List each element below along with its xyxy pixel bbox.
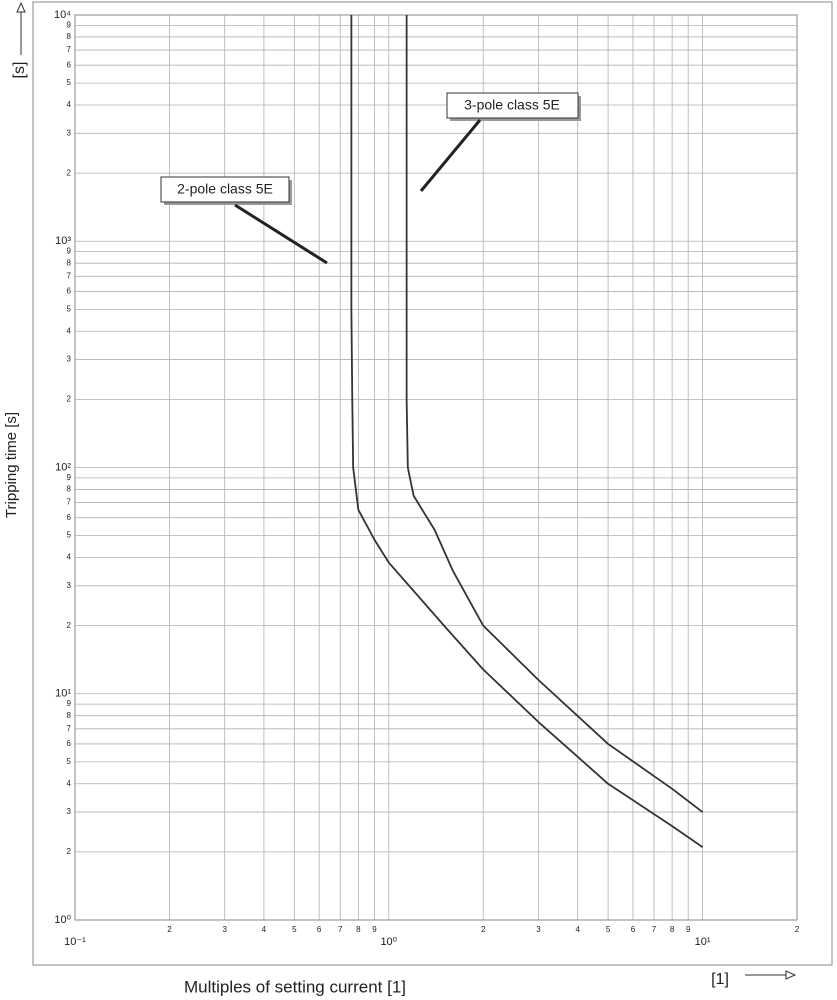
x-tick-label: 7 <box>652 925 657 934</box>
y-tick-label: 7 <box>67 271 72 280</box>
y-tick-label: 7 <box>67 45 72 54</box>
y-arrow-head <box>16 1 26 13</box>
y-tick-label: 2 <box>67 847 72 856</box>
leader-line <box>419 119 482 192</box>
y-tick-label: 10¹ <box>55 688 71 700</box>
y-tick-label: 8 <box>67 32 72 41</box>
y-tick-label: 10³ <box>55 235 71 247</box>
y-tick-label: 2 <box>67 621 72 630</box>
x-tick-label: 4 <box>575 925 580 934</box>
x-arrow-head <box>785 970 797 980</box>
x-tick-label: 4 <box>262 925 267 934</box>
label-box <box>160 176 290 203</box>
x-tick-label: 10⁰ <box>380 936 397 948</box>
curve <box>405 15 704 813</box>
y-tick-label: 9 <box>67 247 72 256</box>
y-tick-label: 6 <box>67 739 72 748</box>
y-tick-label: 9 <box>67 473 72 482</box>
annotation: 3-pole class 5E <box>464 97 560 113</box>
x-tick-label: 10¹ <box>695 936 711 948</box>
curve <box>350 15 704 848</box>
x-tick-label: 8 <box>356 925 361 934</box>
x-unit: [1] <box>711 971 729 988</box>
y-axis-label: Tripping time [s] <box>3 412 20 518</box>
y-tick-label: 9 <box>67 699 72 708</box>
y-tick-label: 6 <box>67 60 72 69</box>
y-tick-label: 3 <box>67 128 72 137</box>
x-tick-label: 2 <box>167 925 172 934</box>
y-tick-label: 9 <box>67 20 72 29</box>
x-tick-label: 5 <box>292 925 297 934</box>
y-tick-label: 10⁰ <box>54 914 71 926</box>
y-tick-label: 7 <box>67 724 72 733</box>
y-tick-label: 5 <box>67 757 72 766</box>
x-tick-label: 5 <box>606 925 611 934</box>
x-tick-label: 9 <box>686 925 691 934</box>
y-tick-label: 4 <box>67 779 72 788</box>
x-tick-label: 2 <box>795 925 800 934</box>
x-tick-label: 2 <box>481 925 486 934</box>
y-tick-label: 2 <box>67 395 72 404</box>
x-axis-label: Multiples of setting current [1] <box>184 977 406 996</box>
y-tick-label: 6 <box>67 513 72 522</box>
y-tick-label: 5 <box>67 78 72 87</box>
x-tick-label: 9 <box>372 925 377 934</box>
leader-line <box>234 203 328 265</box>
x-tick-label: 3 <box>536 925 541 934</box>
frame <box>32 1 833 966</box>
grid <box>74 14 798 921</box>
y-tick-label: 8 <box>67 258 72 267</box>
y-tick-label: 5 <box>67 304 72 313</box>
y-tick-label: 4 <box>67 100 72 109</box>
x-tick-label: 8 <box>670 925 675 934</box>
lines <box>350 15 704 848</box>
x-tick-label: 6 <box>317 925 322 934</box>
y-tick-label: 8 <box>67 711 72 720</box>
x-tick-label: 3 <box>222 925 227 934</box>
x-tick-label: 7 <box>338 925 343 934</box>
plot-border <box>74 14 798 921</box>
y-tick-label: 4 <box>67 326 72 335</box>
y-tick-label: 4 <box>67 553 72 562</box>
y-tick-label: 8 <box>67 485 72 494</box>
annotation: 2-pole class 5E <box>177 181 273 197</box>
y-unit: [s] <box>11 62 28 79</box>
y-tick-label: 3 <box>67 355 72 364</box>
y-tick-label: 3 <box>67 807 72 816</box>
x-tick-label: 6 <box>631 925 636 934</box>
y-tick-label: 6 <box>67 287 72 296</box>
y-tick-label: 10² <box>55 461 71 473</box>
y-tick-label: 10⁴ <box>54 9 71 21</box>
x-tick-label: 10⁻¹ <box>64 936 86 948</box>
y-tick-label: 5 <box>67 531 72 540</box>
label-box <box>446 92 579 119</box>
y-tick-label: 7 <box>67 498 72 507</box>
y-tick-label: 3 <box>67 581 72 590</box>
y-tick-label: 2 <box>67 168 72 177</box>
